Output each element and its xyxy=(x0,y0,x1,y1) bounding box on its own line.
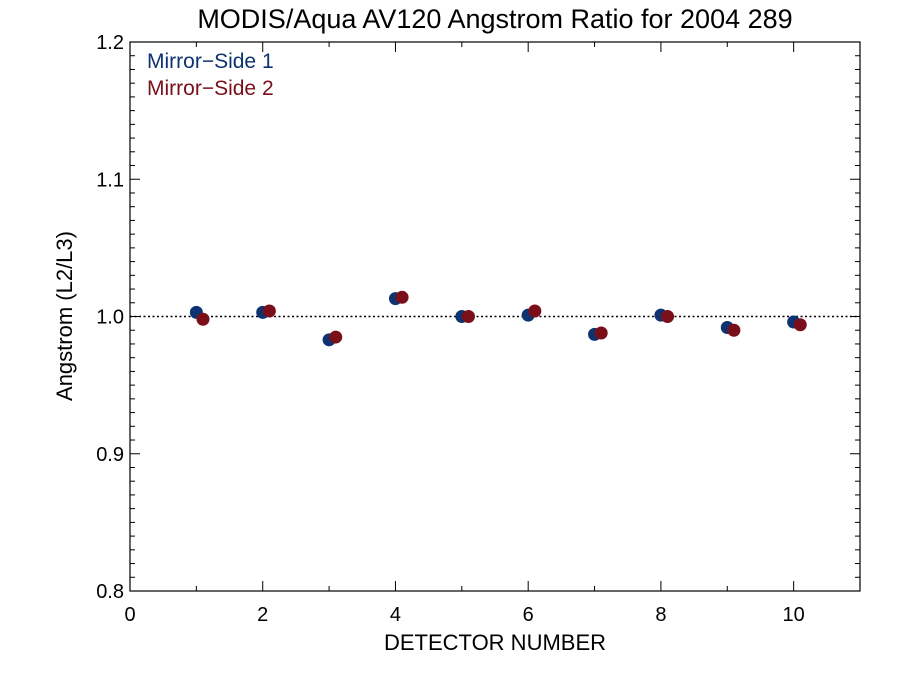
legend-entry-mirror-side-2: Mirror−Side 2 xyxy=(147,77,274,100)
y-axis-ticks: 0.8 0.9 1.0 1.1 1.2 xyxy=(96,32,860,603)
y-axis-label: Angstrom (L2/L3) xyxy=(52,231,77,401)
legend: Mirror−Side 1 Mirror−Side 2 xyxy=(147,50,274,100)
x-axis-ticks: 0 2 4 6 8 10 xyxy=(124,42,861,626)
data-point-mirror-side-2 xyxy=(329,330,343,344)
data-point-mirror-side-2 xyxy=(395,290,409,304)
data-point-mirror-side-2 xyxy=(661,310,675,323)
x-tick-label: 10 xyxy=(783,604,805,626)
x-tick-label: 4 xyxy=(390,604,401,626)
y-tick-label: 0.9 xyxy=(96,444,124,466)
x-tick-label: 0 xyxy=(124,604,135,626)
x-tick-label: 8 xyxy=(655,604,666,626)
legend-entry-mirror-side-1: Mirror−Side 1 xyxy=(147,50,274,73)
x-tick-label: 6 xyxy=(523,604,534,626)
data-point-mirror-side-2 xyxy=(262,304,276,318)
y-tick-label: 0.8 xyxy=(96,581,124,603)
data-point-mirror-side-2 xyxy=(594,326,608,340)
data-points xyxy=(189,290,807,347)
chart-title: MODIS/Aqua AV120 Angstrom Ratio for 2004… xyxy=(197,4,792,34)
y-tick-label: 1.0 xyxy=(96,307,124,329)
data-point-mirror-side-2 xyxy=(196,312,210,326)
data-point-mirror-side-2 xyxy=(727,323,741,337)
y-tick-label: 1.1 xyxy=(96,169,124,191)
data-point-mirror-side-2 xyxy=(461,310,475,323)
x-axis-label: DETECTOR NUMBER xyxy=(384,630,606,655)
y-tick-label: 1.2 xyxy=(96,32,124,54)
x-tick-label: 2 xyxy=(257,604,268,626)
data-point-mirror-side-2 xyxy=(793,318,807,332)
data-point-mirror-side-2 xyxy=(528,304,542,318)
